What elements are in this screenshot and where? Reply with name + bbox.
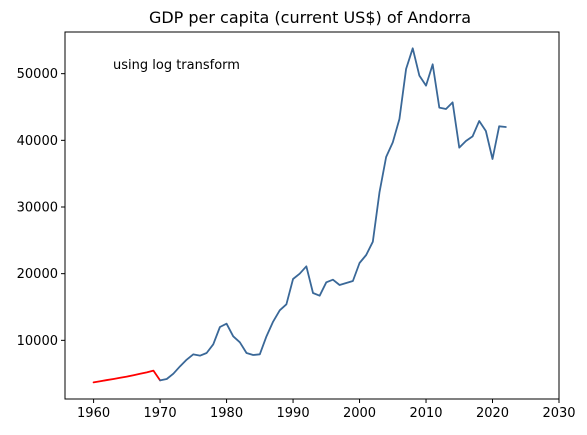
x-tick-label: 2010 <box>409 406 442 421</box>
chart-title: GDP per capita (current US$) of Andorra <box>149 8 471 27</box>
x-tick-label: 1990 <box>277 406 310 421</box>
x-tick-label: 2020 <box>476 406 509 421</box>
x-tick-label: 1960 <box>77 406 110 421</box>
chart-annotation: using log transform <box>113 58 240 73</box>
y-tick-label: 30000 <box>17 201 58 216</box>
y-tick-label: 10000 <box>17 334 58 349</box>
y-tick-label: 50000 <box>17 67 58 82</box>
y-tick-label: 20000 <box>17 267 58 282</box>
x-tick-label: 2030 <box>542 406 575 421</box>
y-tick-label: 40000 <box>17 134 58 149</box>
plot-area <box>65 32 559 399</box>
x-tick-label: 1980 <box>210 406 243 421</box>
x-tick-label: 1970 <box>144 406 177 421</box>
x-tick-label: 2000 <box>343 406 376 421</box>
